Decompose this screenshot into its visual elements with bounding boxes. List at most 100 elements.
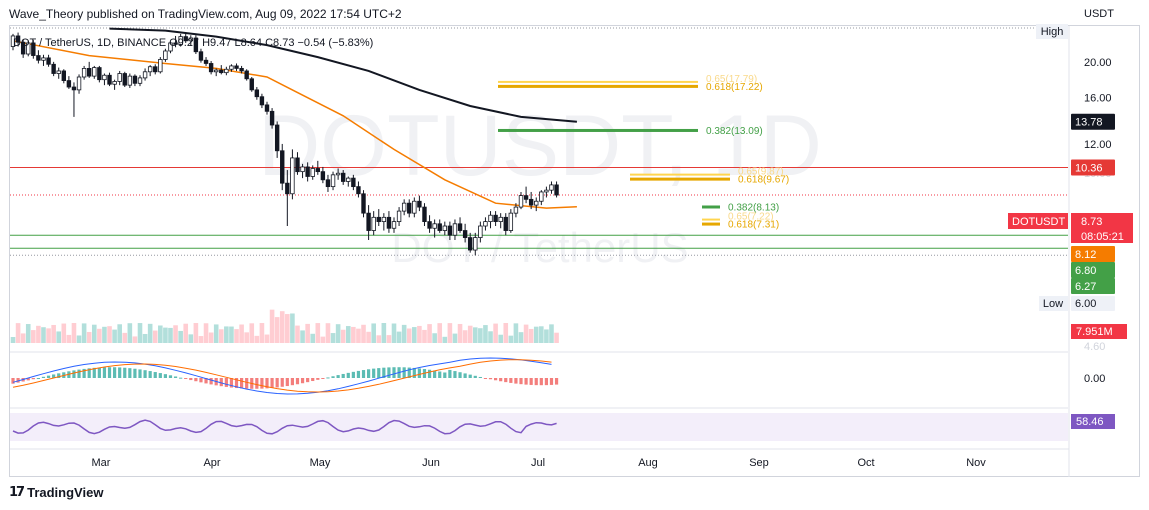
candle-body (213, 69, 219, 73)
y-tick-label: 4.60 (1084, 341, 1105, 353)
volume-bar (422, 329, 427, 343)
volume-bar (76, 335, 82, 343)
candle-body (366, 212, 371, 231)
candle-body (239, 68, 244, 72)
volume-bar (356, 328, 361, 343)
macd-histogram-bar (173, 376, 178, 378)
candle-body (20, 41, 26, 55)
candle-body (132, 75, 138, 84)
volume-bar (488, 331, 493, 343)
macd-histogram-bar (499, 378, 503, 382)
candle-body (528, 198, 534, 206)
candle-body (198, 51, 204, 61)
candle-body (300, 166, 305, 173)
candle-body (92, 67, 97, 77)
volume-bar (325, 323, 331, 343)
volume-bar (452, 333, 458, 343)
watermark-pair: DOT / TetherUS (391, 224, 688, 271)
axis-quote-unit: USDT (1084, 8, 1114, 20)
volume-bar (168, 327, 173, 343)
macd-histogram-bar (265, 378, 269, 389)
macd-histogram-bar (107, 367, 112, 378)
volume-bar (234, 329, 239, 343)
candle-body (513, 206, 519, 214)
x-tick-label: Jul (531, 457, 545, 469)
candle-body (102, 74, 107, 81)
macd-histogram-bar (113, 367, 117, 378)
macd-histogram-bar (306, 378, 310, 383)
macd-histogram-bar (184, 378, 188, 379)
candle-body (56, 70, 61, 74)
macd-histogram-bar (331, 376, 335, 378)
candle-body (183, 36, 188, 42)
candle-body (376, 216, 381, 223)
macd-histogram-bar (433, 370, 437, 378)
macd-histogram-bar (118, 367, 122, 378)
candle-body (544, 189, 549, 193)
fib-gold-band-upper (630, 173, 730, 176)
candle-body (224, 68, 229, 74)
macd-histogram-bar (41, 376, 46, 378)
volume-bar (56, 331, 62, 343)
candle-body (315, 168, 320, 173)
candle-body (457, 223, 463, 231)
volume-bar (340, 329, 346, 343)
volume-bar (549, 324, 554, 343)
volume-bar (539, 326, 544, 343)
volume-bar (528, 328, 534, 343)
candle-body (127, 75, 133, 86)
candle-body (478, 225, 483, 238)
macd-histogram-bar (539, 378, 543, 386)
macd-histogram-bar (240, 378, 244, 389)
fib-gold-band-lower (702, 222, 720, 226)
macd-histogram-bar (387, 367, 391, 378)
macd-histogram-bar (453, 371, 457, 378)
volume-bar (472, 327, 478, 343)
volume-bar (295, 325, 300, 343)
volume-bar (137, 323, 143, 343)
macd-histogram-bar (494, 378, 498, 381)
candle-body (335, 172, 341, 176)
current-price-bg (1071, 213, 1133, 243)
macd-histogram-bar (407, 367, 411, 378)
volume-bar (335, 324, 341, 343)
volume-bar (467, 325, 473, 343)
macd-histogram-bar (275, 378, 279, 388)
volume-bar (432, 333, 437, 343)
volume-bar (279, 311, 285, 343)
volume-bar (97, 328, 102, 343)
volume-bar (173, 325, 178, 343)
candle-body (320, 171, 326, 181)
macd-histogram-bar (31, 378, 35, 380)
volume-bar (132, 336, 138, 343)
publish-line: Wave_Theory published on TradingView.com… (9, 7, 402, 21)
volume-bar (310, 333, 316, 343)
macd-histogram-bar (554, 378, 559, 385)
candle-body (15, 35, 21, 43)
candle-body (290, 157, 295, 195)
candle-body (173, 42, 178, 45)
low-price-label-bg (1071, 296, 1115, 311)
candle-body (422, 206, 427, 223)
macd-histogram-bar (427, 369, 432, 378)
candle-body (539, 191, 544, 202)
fib-ghost-label: 0.65(9.87) (738, 167, 784, 178)
macd-histogram-bar (189, 378, 193, 381)
candle-body (254, 89, 260, 98)
volume-bar (239, 324, 244, 343)
footer-brand[interactable]: TradingView (27, 485, 104, 500)
candle-body (26, 42, 31, 55)
candle-body (534, 200, 539, 206)
candle-body (31, 42, 36, 56)
tradingview-logo-icon[interactable]: 17 (9, 485, 25, 500)
candle-body (10, 35, 16, 47)
fib-ghost-label: 0.65(7.22) (728, 212, 774, 223)
candle-body (356, 186, 361, 195)
candle-body (467, 237, 473, 251)
candle-body (208, 63, 214, 73)
volume-bar (462, 330, 468, 343)
macd-histogram-bar (392, 367, 396, 378)
volume-bar (457, 323, 463, 343)
macd-histogram-bar (280, 378, 284, 387)
